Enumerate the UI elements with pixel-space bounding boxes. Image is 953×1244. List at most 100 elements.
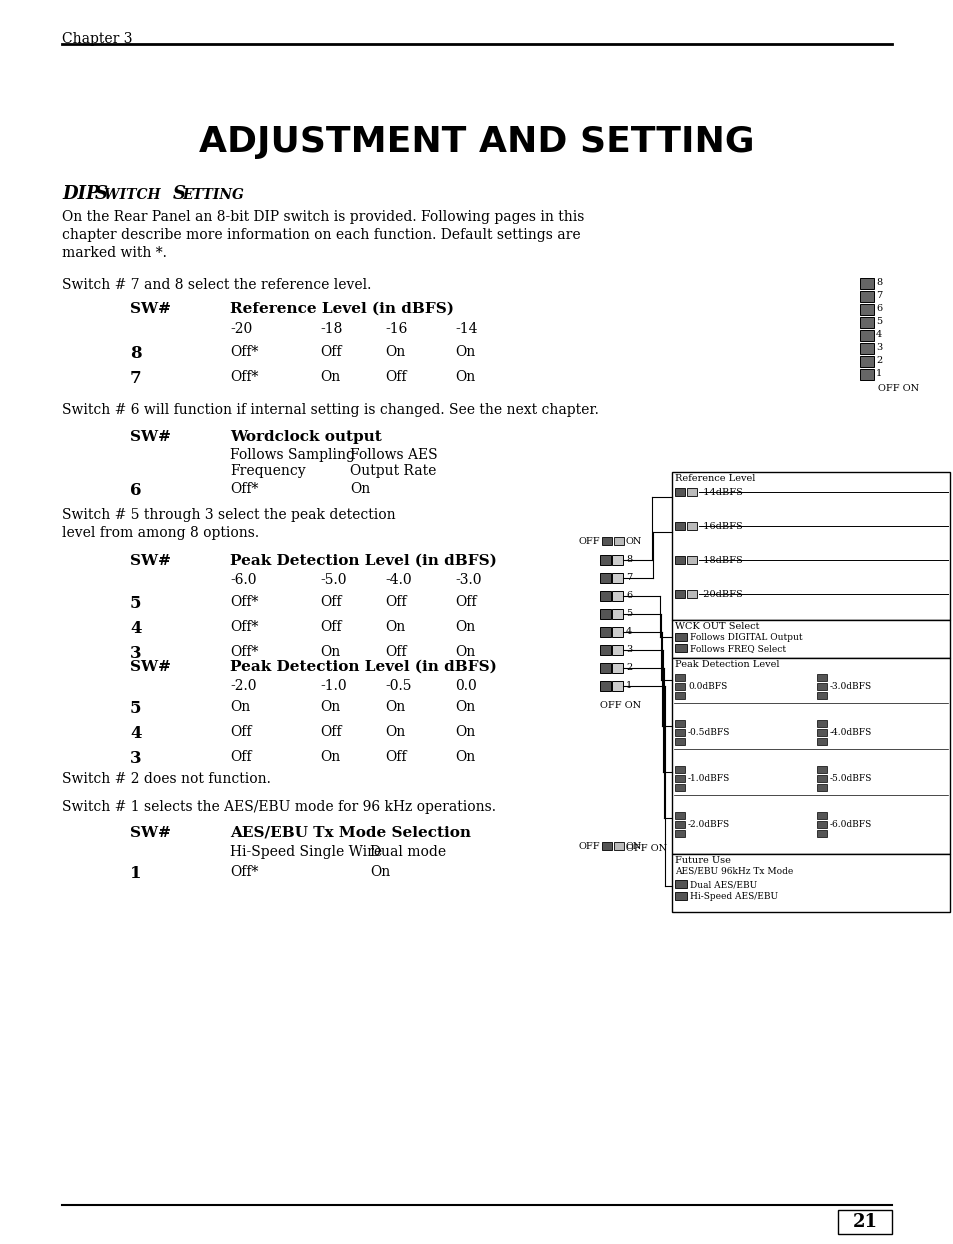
Text: -5.0dBFS: -5.0dBFS <box>829 774 871 782</box>
Text: On: On <box>319 644 340 659</box>
Text: On: On <box>385 345 405 360</box>
Text: 6: 6 <box>130 481 141 499</box>
Text: Output Rate: Output Rate <box>350 464 436 478</box>
Text: Wordclock output: Wordclock output <box>230 430 381 444</box>
Text: 2: 2 <box>875 356 882 364</box>
Bar <box>612 644 622 656</box>
Text: OFF: OFF <box>578 842 599 851</box>
Bar <box>599 663 610 673</box>
Text: OFF: OFF <box>578 537 599 546</box>
Text: 4: 4 <box>875 330 882 340</box>
Bar <box>675 720 684 726</box>
Text: Follows FREQ Select: Follows FREQ Select <box>689 644 785 653</box>
Text: 7: 7 <box>130 369 141 387</box>
Text: SW#: SW# <box>130 661 171 674</box>
Text: Chapter 3: Chapter 3 <box>62 32 132 46</box>
Bar <box>612 627 622 637</box>
Text: -20: -20 <box>230 322 252 336</box>
Text: 5: 5 <box>875 317 882 326</box>
Text: -14: -14 <box>455 322 477 336</box>
Bar <box>686 590 697 598</box>
Text: Switch # 7 and 8 select the reference level.: Switch # 7 and 8 select the reference le… <box>62 277 371 292</box>
Text: 8: 8 <box>875 277 882 287</box>
Text: On: On <box>455 369 475 384</box>
Text: 8: 8 <box>625 555 632 564</box>
Text: Off: Off <box>230 725 252 739</box>
Text: On: On <box>385 620 405 634</box>
Text: -4.0: -4.0 <box>385 573 411 587</box>
Text: 6: 6 <box>625 591 632 600</box>
Text: Frequency: Frequency <box>230 464 305 478</box>
Text: 6: 6 <box>875 304 882 313</box>
Text: Off*: Off* <box>230 865 258 880</box>
Text: Hi-Speed AES/EBU: Hi-Speed AES/EBU <box>689 892 778 901</box>
Text: marked with *.: marked with *. <box>62 246 167 260</box>
Text: -6.0dBFS: -6.0dBFS <box>829 820 871 829</box>
Text: -6.0: -6.0 <box>230 573 256 587</box>
Text: -16: -16 <box>385 322 407 336</box>
Bar <box>675 522 684 530</box>
Bar <box>816 738 826 745</box>
Text: 5: 5 <box>625 610 632 618</box>
Text: OFF ON: OFF ON <box>599 702 640 710</box>
Text: 3: 3 <box>625 644 632 654</box>
Text: Off: Off <box>385 750 406 764</box>
Text: Off*: Off* <box>230 644 258 659</box>
Text: -5.0: -5.0 <box>319 573 346 587</box>
Bar <box>612 610 622 620</box>
Bar <box>859 356 873 367</box>
Bar <box>816 775 826 782</box>
Bar <box>686 522 697 530</box>
Bar <box>816 683 826 690</box>
Text: 7: 7 <box>875 291 882 300</box>
Text: Follows DIGITAL Output: Follows DIGITAL Output <box>689 633 801 642</box>
Text: 3: 3 <box>130 750 141 768</box>
Text: On: On <box>319 369 340 384</box>
Text: On: On <box>455 644 475 659</box>
Text: Follows AES: Follows AES <box>350 448 437 462</box>
Bar <box>601 842 612 850</box>
Bar <box>816 821 826 829</box>
Text: 4: 4 <box>130 725 141 741</box>
Text: Switch # 5 through 3 select the peak detection: Switch # 5 through 3 select the peak det… <box>62 508 395 522</box>
Bar <box>614 537 623 545</box>
Text: -3.0dBFS: -3.0dBFS <box>829 682 871 690</box>
Text: 5: 5 <box>130 700 141 717</box>
Bar <box>614 842 623 850</box>
Text: -3.0: -3.0 <box>455 573 481 587</box>
Text: Off: Off <box>385 369 406 384</box>
Text: On: On <box>385 725 405 739</box>
Bar <box>816 692 826 699</box>
Text: SW#: SW# <box>130 826 171 840</box>
Bar <box>671 658 949 853</box>
Bar <box>859 330 873 341</box>
Text: On: On <box>455 700 475 714</box>
Bar <box>675 644 686 652</box>
Text: ON: ON <box>625 537 641 546</box>
Text: Hi-Speed Single Wire: Hi-Speed Single Wire <box>230 845 382 860</box>
Bar <box>675 488 684 496</box>
Bar <box>675 880 686 888</box>
Text: -4.0dBFS: -4.0dBFS <box>829 728 871 736</box>
Bar <box>601 537 612 545</box>
Bar <box>837 1210 891 1234</box>
Text: Switch # 2 does not function.: Switch # 2 does not function. <box>62 773 271 786</box>
Text: Future Use: Future Use <box>675 856 730 865</box>
Text: 1: 1 <box>625 680 632 690</box>
Bar <box>671 620 949 658</box>
Text: -1.0: -1.0 <box>319 679 346 693</box>
Text: -2.0dBFS: -2.0dBFS <box>687 820 729 829</box>
Text: -14dBFS: -14dBFS <box>700 488 743 498</box>
Text: S: S <box>172 185 186 203</box>
Bar <box>599 680 610 690</box>
Text: -2.0: -2.0 <box>230 679 256 693</box>
Text: Off*: Off* <box>230 620 258 634</box>
Bar <box>816 720 826 726</box>
Text: Off: Off <box>319 725 341 739</box>
Bar <box>675 830 684 837</box>
Text: 7: 7 <box>625 573 632 582</box>
Text: Off: Off <box>385 644 406 659</box>
Text: 21: 21 <box>852 1213 877 1232</box>
Text: AES/EBU 96kHz Tx Mode: AES/EBU 96kHz Tx Mode <box>675 867 792 876</box>
Text: 1: 1 <box>875 369 882 378</box>
